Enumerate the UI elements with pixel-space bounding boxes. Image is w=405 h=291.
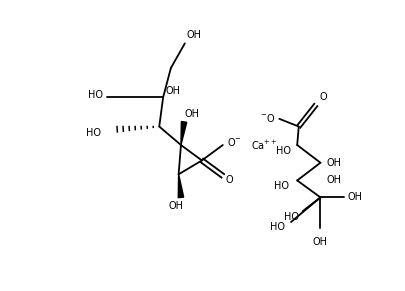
Text: HO: HO: [88, 90, 103, 100]
Text: OH: OH: [326, 175, 341, 185]
Text: HO: HO: [283, 212, 298, 222]
Text: OH: OH: [347, 192, 362, 202]
Text: $^{-}$O: $^{-}$O: [260, 112, 275, 124]
Text: O: O: [224, 175, 232, 185]
Text: OH: OH: [168, 201, 183, 211]
Text: HO: HO: [275, 146, 290, 156]
Text: OH: OH: [186, 30, 201, 40]
Text: O: O: [319, 92, 326, 102]
Text: HO: HO: [86, 128, 101, 138]
Text: OH: OH: [326, 158, 341, 168]
Text: Ca$^{++}$: Ca$^{++}$: [250, 139, 277, 152]
Text: OH: OH: [165, 86, 180, 96]
Text: HO: HO: [274, 181, 289, 191]
Polygon shape: [181, 122, 186, 145]
Text: OH: OH: [312, 237, 327, 247]
Text: OH: OH: [184, 109, 199, 119]
Polygon shape: [178, 174, 183, 198]
Text: O$^{-}$: O$^{-}$: [227, 136, 242, 148]
Text: HO: HO: [269, 222, 284, 232]
